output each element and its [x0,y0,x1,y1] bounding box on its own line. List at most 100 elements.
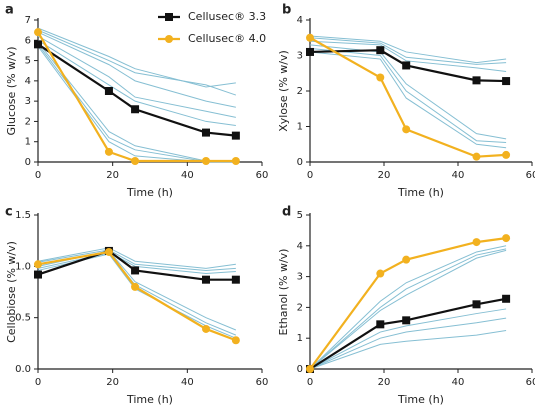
x-tick-label: 20 [378,170,391,181]
trial-line [37,250,237,331]
trial-line [309,40,507,72]
x-axis-label: Time (h) [126,186,173,199]
marker [502,77,511,86]
marker [202,275,210,284]
marker [34,28,42,37]
marker [165,35,173,43]
y-tick-label: 1.5 [15,210,31,221]
x-tick-label: 40 [181,170,194,181]
y-tick-label: 4 [297,241,303,252]
marker [104,247,113,256]
marker [376,73,385,82]
marker [131,105,140,114]
marker [231,275,240,284]
x-tick-label: 60 [526,377,535,388]
marker [202,156,210,165]
y-tick-label: 6 [25,35,31,46]
y-tick-label: 4 [25,76,31,87]
marker [502,234,511,243]
y-tick-label: 0 [297,157,303,168]
legend-label: Cellusec® 4.0 [188,32,266,45]
marker [402,125,411,134]
x-tick-label: 20 [378,377,391,388]
marker [34,270,42,279]
marker [306,33,314,42]
y-tick-label: 1 [25,137,31,148]
panel-label: d [282,205,291,220]
trial-line [309,44,507,140]
y-tick-label: 1 [297,333,303,344]
x-axis-label: Time (h) [397,393,444,406]
x-axis-label: Time (h) [126,393,173,406]
x-tick-label: 60 [526,170,535,181]
y-tick-label: 2 [25,116,31,127]
marker [131,282,140,291]
marker [131,156,140,165]
marker [202,324,210,333]
x-tick-label: 20 [106,170,119,181]
trial-line [309,35,507,64]
trial-line [37,249,236,271]
trial-line [309,317,507,370]
x-tick-label: 20 [106,377,119,388]
marker [402,316,411,325]
marker [231,131,240,140]
legend-label: Cellusec® 3.3 [188,10,266,23]
y-tick-label: 0.5 [15,313,31,324]
y-axis-label: Xylose (% w/v) [277,50,290,132]
panel-label: a [5,3,14,18]
y-tick-label: 7 [25,15,31,26]
x-tick-label: 40 [452,377,465,388]
y-tick-label: 3 [297,51,303,62]
panel: b012340204060Time (h)Xylose (% w/v) [277,3,535,200]
y-axis-label: Glucose (% w/v) [5,46,18,135]
x-tick-label: 40 [181,377,194,388]
marker [131,266,140,275]
marker [306,47,314,56]
trial-line [309,248,507,370]
trial-line [37,44,236,163]
series-line [309,36,507,158]
trial-line [37,35,236,118]
x-tick-label: 0 [35,170,41,181]
trial-line [309,51,507,149]
y-tick-label: 3 [25,96,31,107]
marker [472,300,481,309]
trial-line [37,29,237,96]
trial-line [309,37,507,65]
trial-line [309,47,507,143]
x-tick-label: 60 [256,170,269,181]
y-axis-label: Cellobiose (% w/v) [5,241,18,343]
series-line [37,31,236,163]
marker [231,156,240,165]
trial-line [37,39,236,126]
marker [202,128,210,137]
marker [402,255,411,264]
y-tick-label: 2 [297,302,303,313]
marker [376,320,385,329]
x-tick-label: 60 [256,377,269,388]
marker [502,294,511,303]
trial-line [309,330,507,370]
y-tick-label: 1 [297,122,303,133]
trial-line [309,308,507,370]
x-axis-label: Time (h) [397,186,444,199]
marker [402,61,411,70]
y-tick-label: 0 [25,157,31,168]
x-tick-label: 0 [35,377,41,388]
trial-line [37,31,236,108]
marker [104,147,113,156]
y-tick-label: 4 [297,15,303,26]
y-tick-label: 5 [297,210,303,221]
y-tick-label: 2 [297,86,303,97]
marker [231,336,240,345]
marker [472,76,481,85]
marker [165,13,173,21]
panel-label: c [5,205,13,220]
trial-line [37,247,236,269]
y-axis-label: Ethanol (% w/v) [277,249,290,336]
marker [34,260,42,269]
panel: a 0 1 2 3 4 5 6 7 0 20 40 60 Time (h) Glucose (% w/v) C… [5,3,268,200]
panel: c 0.0 0.5 1.0 1.5 0 20 40 60 Time (h) Cellobiose (… [5,205,268,407]
marker [472,238,481,247]
